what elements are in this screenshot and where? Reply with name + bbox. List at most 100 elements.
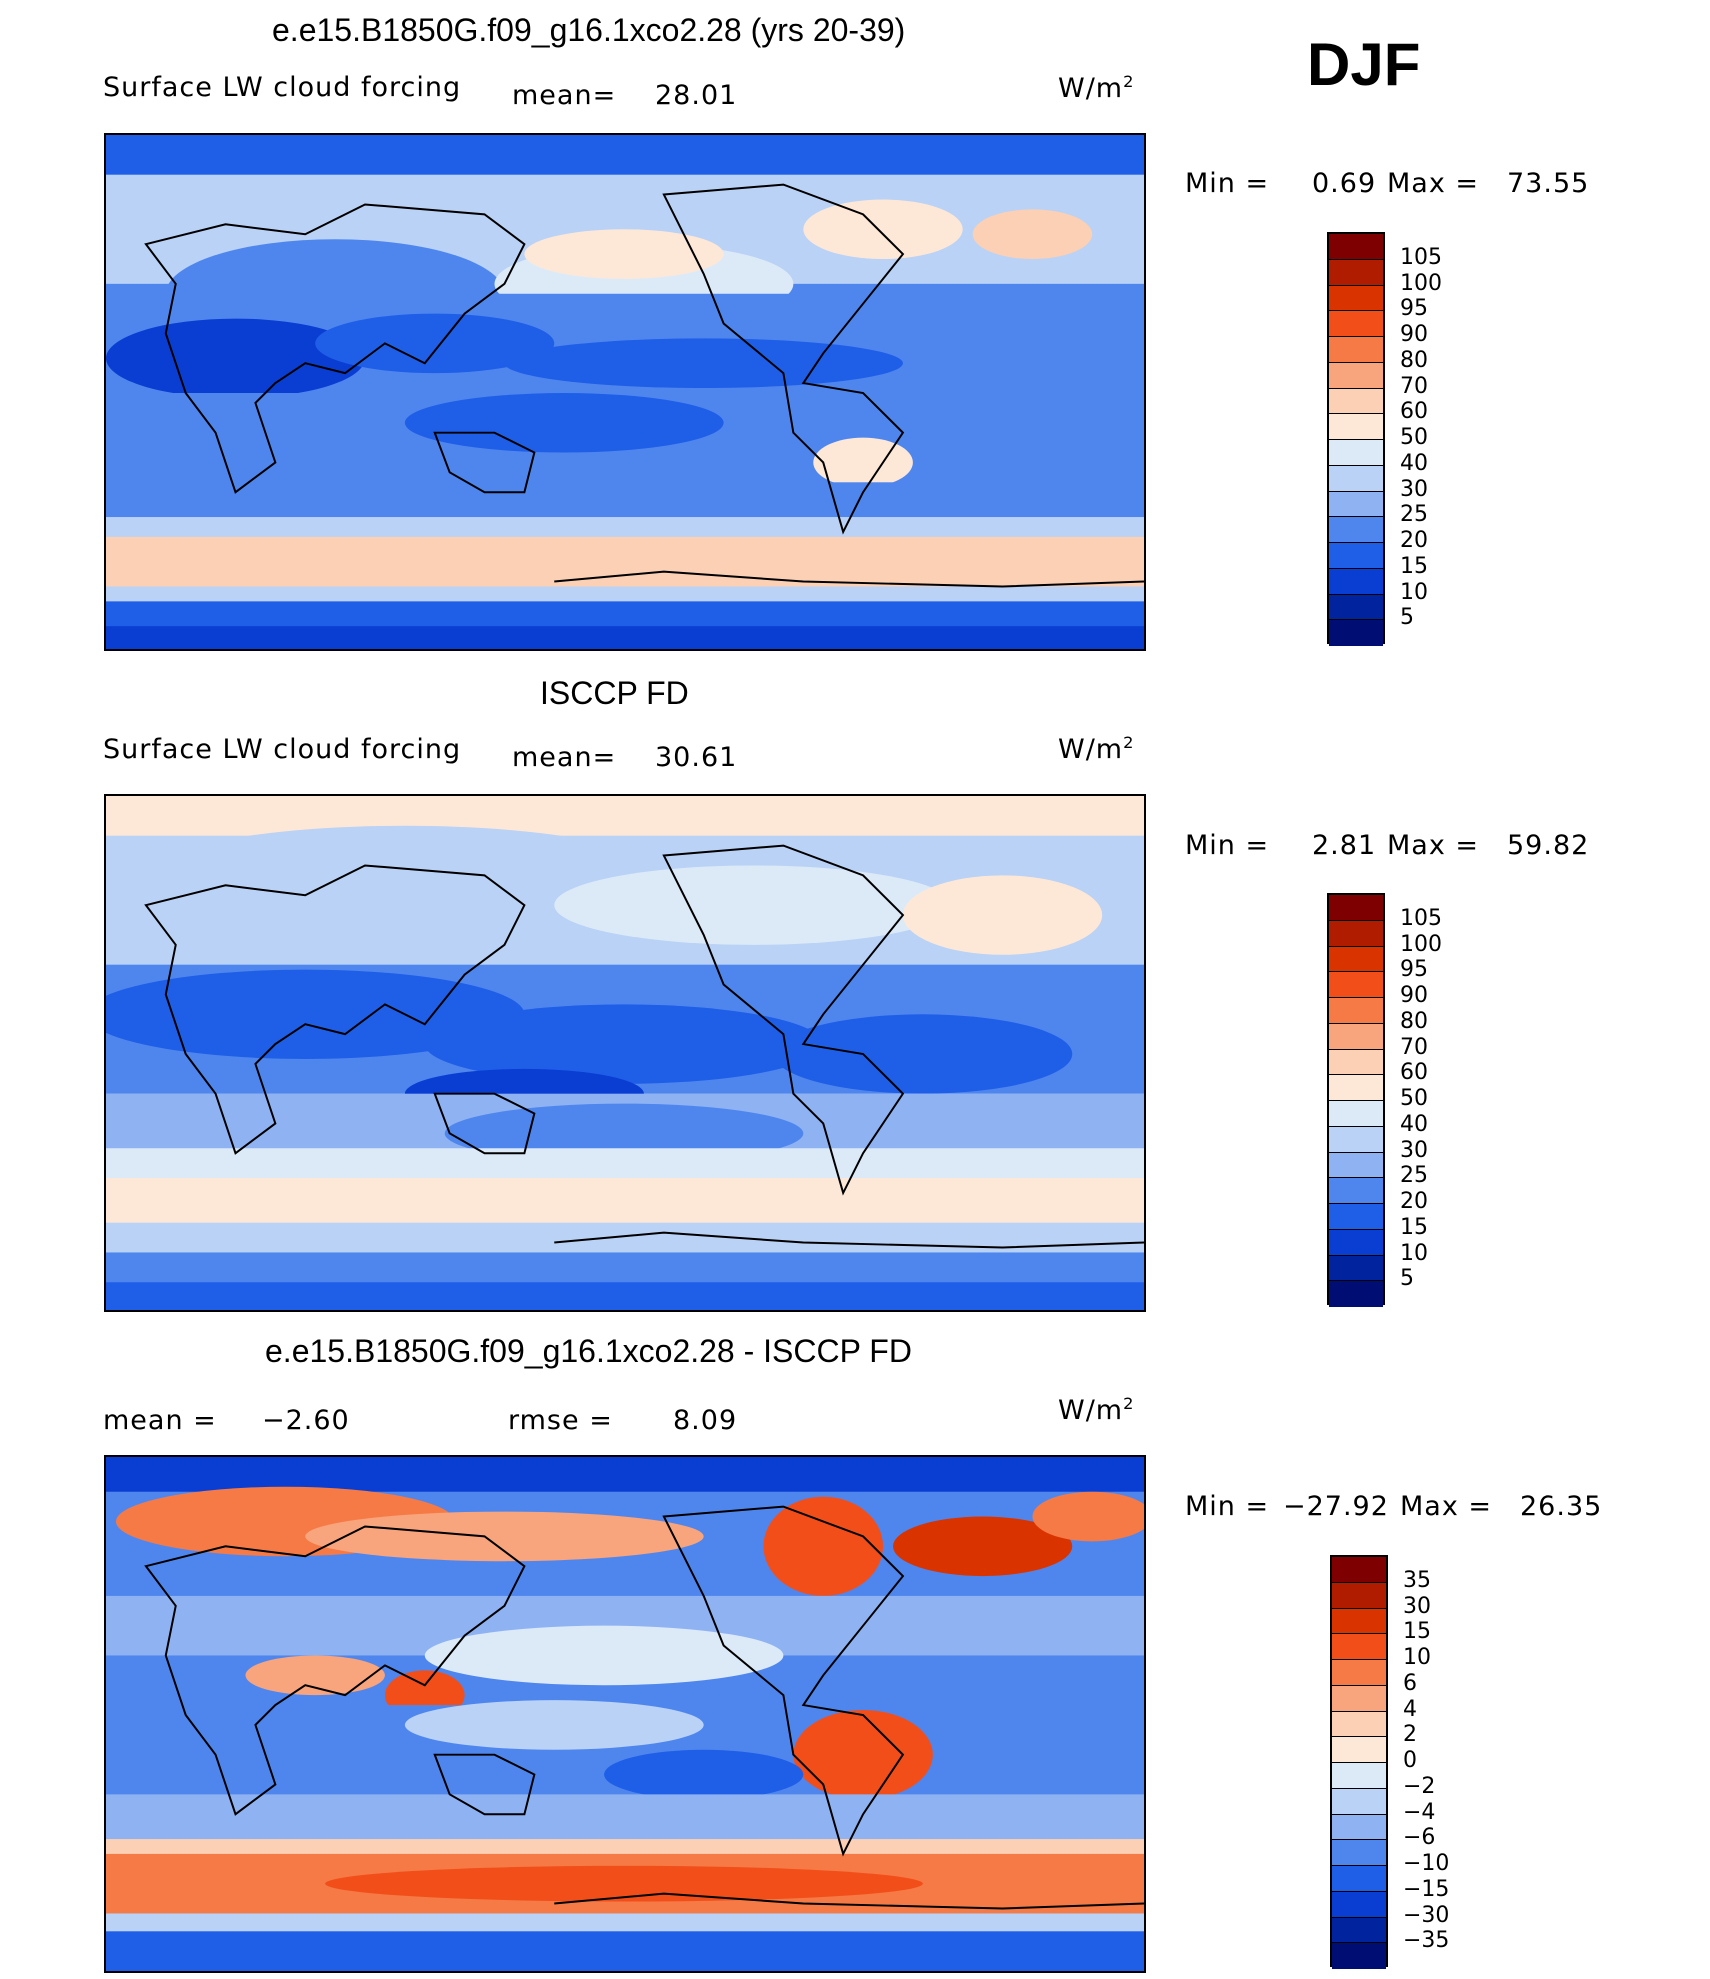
panel2-map [104, 794, 1146, 1312]
colorbar-segment [1332, 1840, 1386, 1866]
colorbar-tick-label: 105 [1400, 244, 1442, 270]
panel1-max-label: Max = [1387, 168, 1480, 199]
colorbar-segment [1329, 920, 1383, 947]
colorbar-segment [1332, 1788, 1386, 1815]
colorbar-segment [1329, 972, 1383, 998]
panel1-max-value: 73.55 [1507, 168, 1590, 199]
panel3-map [104, 1455, 1146, 1973]
colorbar-segment [1332, 1763, 1386, 1789]
panel3-mean-label: mean = [103, 1405, 217, 1436]
colorbar-segment [1332, 1891, 1386, 1918]
colorbar-segment [1329, 517, 1383, 543]
colorbar-tick-label: −30 [1403, 1902, 1450, 1928]
panel3-min-label: Min = [1185, 1491, 1270, 1522]
panel3-title: e.e15.B1850G.f09_g16.1xco2.28 - ISCCP FD [265, 1333, 912, 1369]
colorbar-tick-label: 30 [1403, 1593, 1431, 1619]
panel1-mean-value: 28.01 [655, 80, 738, 111]
colorbar-segment [1329, 1049, 1383, 1076]
panel2-mean-label: mean= [512, 742, 617, 773]
colorbar-tick-label: 100 [1400, 270, 1442, 296]
panel1-variable-label: Surface LW cloud forcing [103, 72, 462, 103]
colorbar-tick-label: 100 [1400, 931, 1442, 957]
colorbar-segment [1329, 1178, 1383, 1204]
colorbar-tick-label: 50 [1400, 425, 1428, 450]
colorbar-tick-label: 95 [1400, 957, 1428, 983]
panel3-colorbar [1330, 1555, 1388, 1969]
colorbar-tick-label: 5 [1400, 1266, 1414, 1292]
colorbar-tick-label: 70 [1400, 1034, 1428, 1060]
panel2-max-label: Max = [1387, 830, 1480, 861]
colorbar-tick-label: 2 [1403, 1722, 1417, 1748]
panel2-mean-value: 30.61 [655, 742, 738, 773]
colorbar-segment [1329, 568, 1383, 595]
colorbar-tick-label: 10 [1400, 579, 1428, 605]
colorbar-tick-label: −10 [1403, 1851, 1450, 1876]
colorbar-tick-label: 25 [1400, 502, 1428, 528]
colorbar-segment [1329, 362, 1383, 389]
colorbar-tick-label: 40 [1400, 1111, 1428, 1137]
colorbar-segment [1332, 1557, 1386, 1583]
colorbar-tick-label: 10 [1400, 1240, 1428, 1266]
panel1-title: e.e15.B1850G.f09_g16.1xco2.28 (yrs 20-39… [272, 12, 906, 48]
colorbar-tick-label: 6 [1403, 1670, 1417, 1696]
colorbar-segment [1329, 1101, 1383, 1127]
colorbar-segment [1329, 1255, 1383, 1282]
colorbar-segment [1329, 440, 1383, 466]
panel2-units: W/m2 [1058, 733, 1135, 765]
colorbar-segment [1329, 259, 1383, 286]
colorbar-segment [1332, 1582, 1386, 1609]
colorbar-tick-label: 0 [1403, 1748, 1417, 1773]
colorbar-segment [1332, 1917, 1386, 1944]
colorbar-segment [1329, 1281, 1383, 1307]
colorbar-tick-label: −2 [1403, 1773, 1436, 1799]
colorbar-tick-label: 60 [1400, 1060, 1428, 1086]
colorbar-segment [1329, 311, 1383, 337]
colorbar-segment [1329, 1204, 1383, 1230]
panel1-mean-label: mean= [512, 80, 617, 111]
panel2-variable-label: Surface LW cloud forcing [103, 734, 462, 765]
panel1-map [104, 133, 1146, 651]
panel2-colorbar [1327, 893, 1385, 1307]
colorbar-segment [1332, 1660, 1386, 1686]
panel3-mean-value: −2.60 [262, 1405, 350, 1436]
colorbar-segment [1329, 1126, 1383, 1153]
colorbar-segment [1332, 1608, 1386, 1635]
colorbar-tick-label: 95 [1400, 296, 1428, 322]
colorbar-tick-label: 80 [1400, 347, 1428, 373]
colorbar-segment [1329, 1229, 1383, 1256]
colorbar-segment [1329, 388, 1383, 415]
colorbar-tick-label: 15 [1400, 1214, 1428, 1240]
colorbar-tick-label: −15 [1403, 1876, 1450, 1902]
panel2-title: ISCCP FD [540, 675, 689, 711]
colorbar-segment [1329, 1075, 1383, 1101]
colorbar-tick-label: 20 [1400, 528, 1428, 553]
panel3-max-value: 26.35 [1520, 1491, 1603, 1522]
panel1-colorbar [1327, 232, 1385, 646]
panel3-rmse-value: 8.09 [673, 1405, 738, 1436]
colorbar-segment [1332, 1866, 1386, 1892]
colorbar-tick-label: −6 [1403, 1825, 1436, 1851]
colorbar-segment [1329, 543, 1383, 569]
colorbar-tick-label: 5 [1400, 605, 1414, 631]
colorbar-segment [1329, 285, 1383, 312]
colorbar-tick-label: 20 [1400, 1189, 1428, 1214]
colorbar-tick-label: 105 [1400, 905, 1442, 931]
colorbar-tick-label: −35 [1403, 1928, 1450, 1954]
colorbar-tick-label: 15 [1400, 553, 1428, 579]
colorbar-segment [1332, 1814, 1386, 1841]
panel2-min-label: Min = [1185, 830, 1270, 861]
panel3-units: W/m2 [1058, 1394, 1135, 1426]
colorbar-segment [1332, 1634, 1386, 1660]
panel2-max-value: 59.82 [1507, 830, 1590, 861]
season-label: DJF [1307, 31, 1421, 98]
colorbar-tick-label: 60 [1400, 399, 1428, 425]
colorbar-segment [1329, 414, 1383, 440]
colorbar-tick-label: 10 [1403, 1645, 1431, 1670]
colorbar-tick-label: 90 [1400, 322, 1428, 347]
colorbar-segment [1329, 998, 1383, 1024]
colorbar-tick-label: 35 [1403, 1567, 1431, 1593]
colorbar-tick-label: 30 [1400, 1137, 1428, 1163]
colorbar-segment [1329, 946, 1383, 973]
colorbar-tick-label: 15 [1403, 1619, 1431, 1645]
colorbar-tick-label: 80 [1400, 1008, 1428, 1034]
